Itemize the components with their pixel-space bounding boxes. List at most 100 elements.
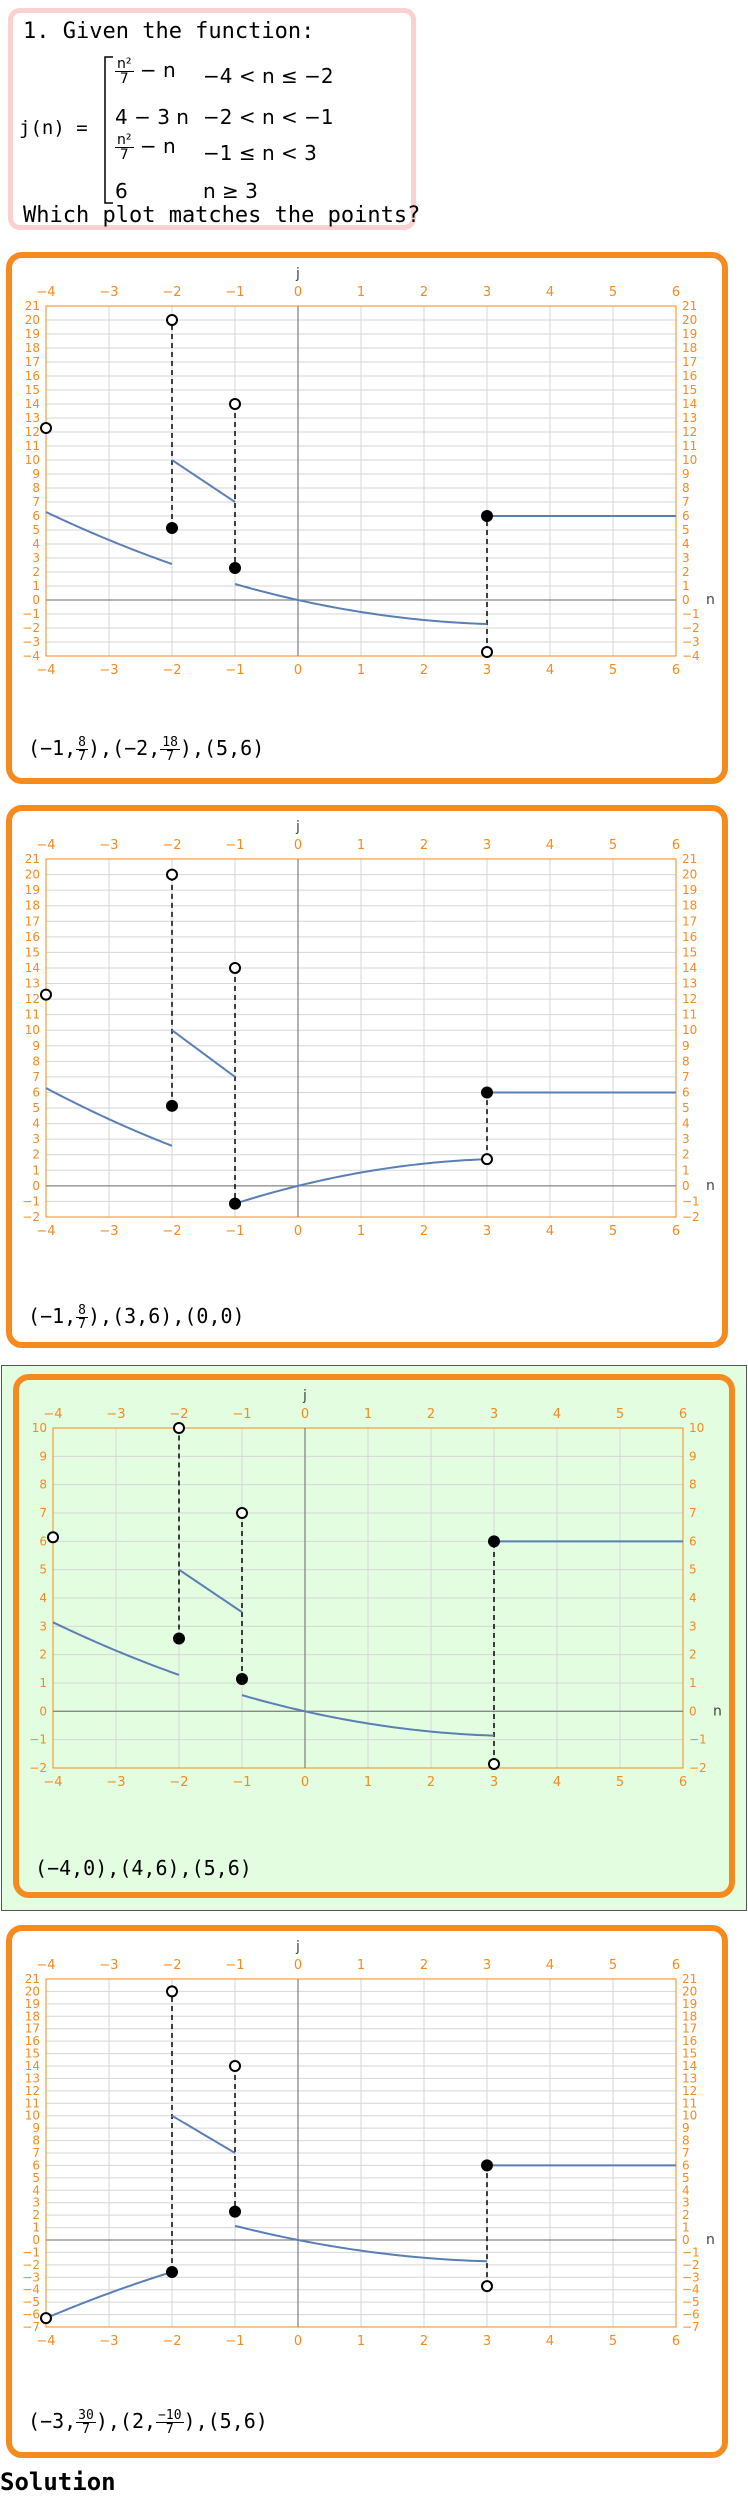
y-tick-label-left: 2 <box>39 1648 47 1662</box>
piece-3-condition: −1 ≤ n < 3 <box>203 141 317 165</box>
open-point <box>40 422 52 435</box>
y-tick-label-right: −7 <box>682 2320 700 2334</box>
y-tick-label-left: 3 <box>32 551 40 565</box>
solution-heading: Solution <box>0 2468 116 2496</box>
x-tick-label-top: −4 <box>36 838 55 853</box>
x-tick-label-top: −2 <box>162 838 181 853</box>
answer-option-3[interactable]: −4 −4 −3 −3 −2 −2 −1 −1 0 0 1 1 2 2 3 3 4 4 5 5 6 6 −2 −2 −1 −1 0 0… <box>13 1374 735 1898</box>
y-tick-label-right: 18 <box>682 2009 697 2023</box>
piece-2-condition: −2 < n < −1 <box>203 105 334 129</box>
y-tick-label-left: 19 <box>25 327 40 341</box>
y-tick-label-right: 10 <box>689 1421 704 1435</box>
y-tick-label-left: 11 <box>25 439 40 453</box>
question-prompt: 1. Given the function: <box>23 19 315 44</box>
y-tick-label-left: 1 <box>32 579 40 593</box>
y-tick-label-right: 4 <box>682 2183 690 2197</box>
answer-option-4[interactable]: −4 −4 −3 −3 −2 −2 −1 −1 0 0 1 1 2 2 3 3 4 4 5 5 6 6 −7 −7 −6 −6 −5… <box>6 1925 728 2458</box>
y-tick-label-left: 17 <box>25 914 40 928</box>
curve-segment <box>45 511 173 565</box>
answer-option-1[interactable]: −4 −4 −3 −3 −2 −2 −1 −1 0 0 1 1 2 2 3 3 4 4 5 5 6 6 −4 −4 −3 −3 −2… <box>6 252 728 784</box>
y-tick-label-right: −3 <box>682 635 700 649</box>
x-tick-label-bottom: 6 <box>672 1224 680 1239</box>
y-tick-label-left: 9 <box>32 1039 40 1053</box>
y-tick-label-left: 19 <box>25 883 40 897</box>
y-tick-label-left: 15 <box>25 945 40 959</box>
y-tick-label-right: 19 <box>682 1997 697 2011</box>
y-tick-label-left: 9 <box>32 467 40 481</box>
x-tick-label-bottom: 1 <box>357 2334 365 2349</box>
x-tick-label-top: −3 <box>106 1407 125 1422</box>
piece-3-expr: n² 7 − n <box>115 132 176 163</box>
x-tick-label-top: −1 <box>225 285 244 300</box>
y-tick-label-left: 21 <box>25 1972 40 1986</box>
y-tick-label-left: 6 <box>32 1085 40 1099</box>
x-tick-label-top: 0 <box>294 1958 302 1973</box>
caption-point: (4,6) <box>119 1856 180 1880</box>
x-tick-label-bottom: 3 <box>490 1775 498 1790</box>
x-tick-label-top: −4 <box>36 1958 55 1973</box>
y-tick-label-left: 3 <box>32 1132 40 1146</box>
y-tick-label-left: 14 <box>25 397 40 411</box>
y-tick-label-right: 7 <box>682 495 690 509</box>
y-tick-label-left: −4 <box>22 649 40 663</box>
curve-segment <box>52 1621 180 1676</box>
y-tick-label-left: 5 <box>39 1563 47 1577</box>
x-tick-label-bottom: 0 <box>294 2334 302 2349</box>
closed-point <box>229 2205 241 2218</box>
y-tick-label-left: −2 <box>22 1210 40 1224</box>
x-tick-label-top: 2 <box>420 1958 428 1973</box>
x-tick-label-bottom: −1 <box>225 2334 244 2349</box>
y-tick-label-right: 19 <box>682 327 697 341</box>
closed-point <box>481 510 493 522</box>
y-tick-label-left: 18 <box>25 2009 40 2023</box>
y-tick-label-right: 16 <box>682 2034 697 2048</box>
y-tick-label-left: 1 <box>32 2221 40 2235</box>
y-tick-label-right: 5 <box>682 1101 690 1115</box>
x-tick-label-bottom: 1 <box>364 1775 372 1790</box>
x-tick-label-top: 2 <box>420 285 428 300</box>
x-tick-label-bottom: 2 <box>420 1224 428 1239</box>
y-tick-label-left: 4 <box>32 1117 40 1131</box>
x-tick-label-top: 5 <box>616 1407 624 1422</box>
y-tick-label-left: 13 <box>25 2071 40 2085</box>
x-tick-label-bottom: 1 <box>357 1224 365 1239</box>
x-tick-label-top: 2 <box>420 838 428 853</box>
x-tick-label-bottom: 0 <box>301 1775 309 1790</box>
y-tick-label-right: −4 <box>682 2283 700 2297</box>
x-tick-label-top: 3 <box>490 1407 498 1422</box>
curve-segment <box>234 2224 488 2263</box>
closed-point <box>481 2159 493 2172</box>
x-axis-label: n <box>706 2232 715 2248</box>
x-tick-label-top: 4 <box>553 1407 561 1422</box>
y-tick-label-right: 0 <box>689 1704 697 1718</box>
y-tick-label-left: 13 <box>25 411 40 425</box>
x-tick-label-bottom: 6 <box>672 663 680 678</box>
y-tick-label-right: 3 <box>682 1132 690 1146</box>
curve-segment <box>171 1029 236 1078</box>
y-tick-label-left: −3 <box>22 635 40 649</box>
plot-frame <box>45 858 677 1218</box>
x-tick-label-top: 0 <box>294 285 302 300</box>
x-tick-label-bottom: 2 <box>420 663 428 678</box>
y-tick-label-right: 21 <box>682 852 697 866</box>
x-tick-label-top: 6 <box>672 1958 680 1973</box>
y-tick-label-left: 17 <box>25 355 40 369</box>
x-tick-label-top: 4 <box>546 838 554 853</box>
x-tick-label-top: −1 <box>225 838 244 853</box>
option-3-caption: (−4,0),(4,6),(5,6) <box>35 1856 252 1880</box>
y-tick-label-left: 1 <box>32 1163 40 1177</box>
y-tick-label-right: 2 <box>682 565 690 579</box>
y-tick-label-right: −4 <box>682 649 700 663</box>
x-tick-label-top: 5 <box>609 285 617 300</box>
y-tick-label-left: 10 <box>25 1023 40 1037</box>
option-4-caption: (−3, 30 7),(2, −10 7),(5,6) <box>28 2408 268 2437</box>
x-tick-label-top: −2 <box>169 1407 188 1422</box>
answer-option-2[interactable]: −4 −4 −3 −3 −2 −2 −1 −1 0 0 1 1 2 2 3 3 4 4 5 5 6 6 −2 −2 −1 −1 0 0… <box>6 805 728 1348</box>
y-tick-label-right: −2 <box>682 1210 700 1224</box>
y-tick-label-left: 4 <box>39 1591 47 1605</box>
y-tick-label-right: 17 <box>682 914 697 928</box>
y-tick-label-left: 5 <box>32 2171 40 2185</box>
y-tick-label-left: 3 <box>32 2196 40 2210</box>
y-tick-label-left: −7 <box>22 2320 40 2334</box>
y-tick-label-right: 11 <box>682 2096 697 2110</box>
